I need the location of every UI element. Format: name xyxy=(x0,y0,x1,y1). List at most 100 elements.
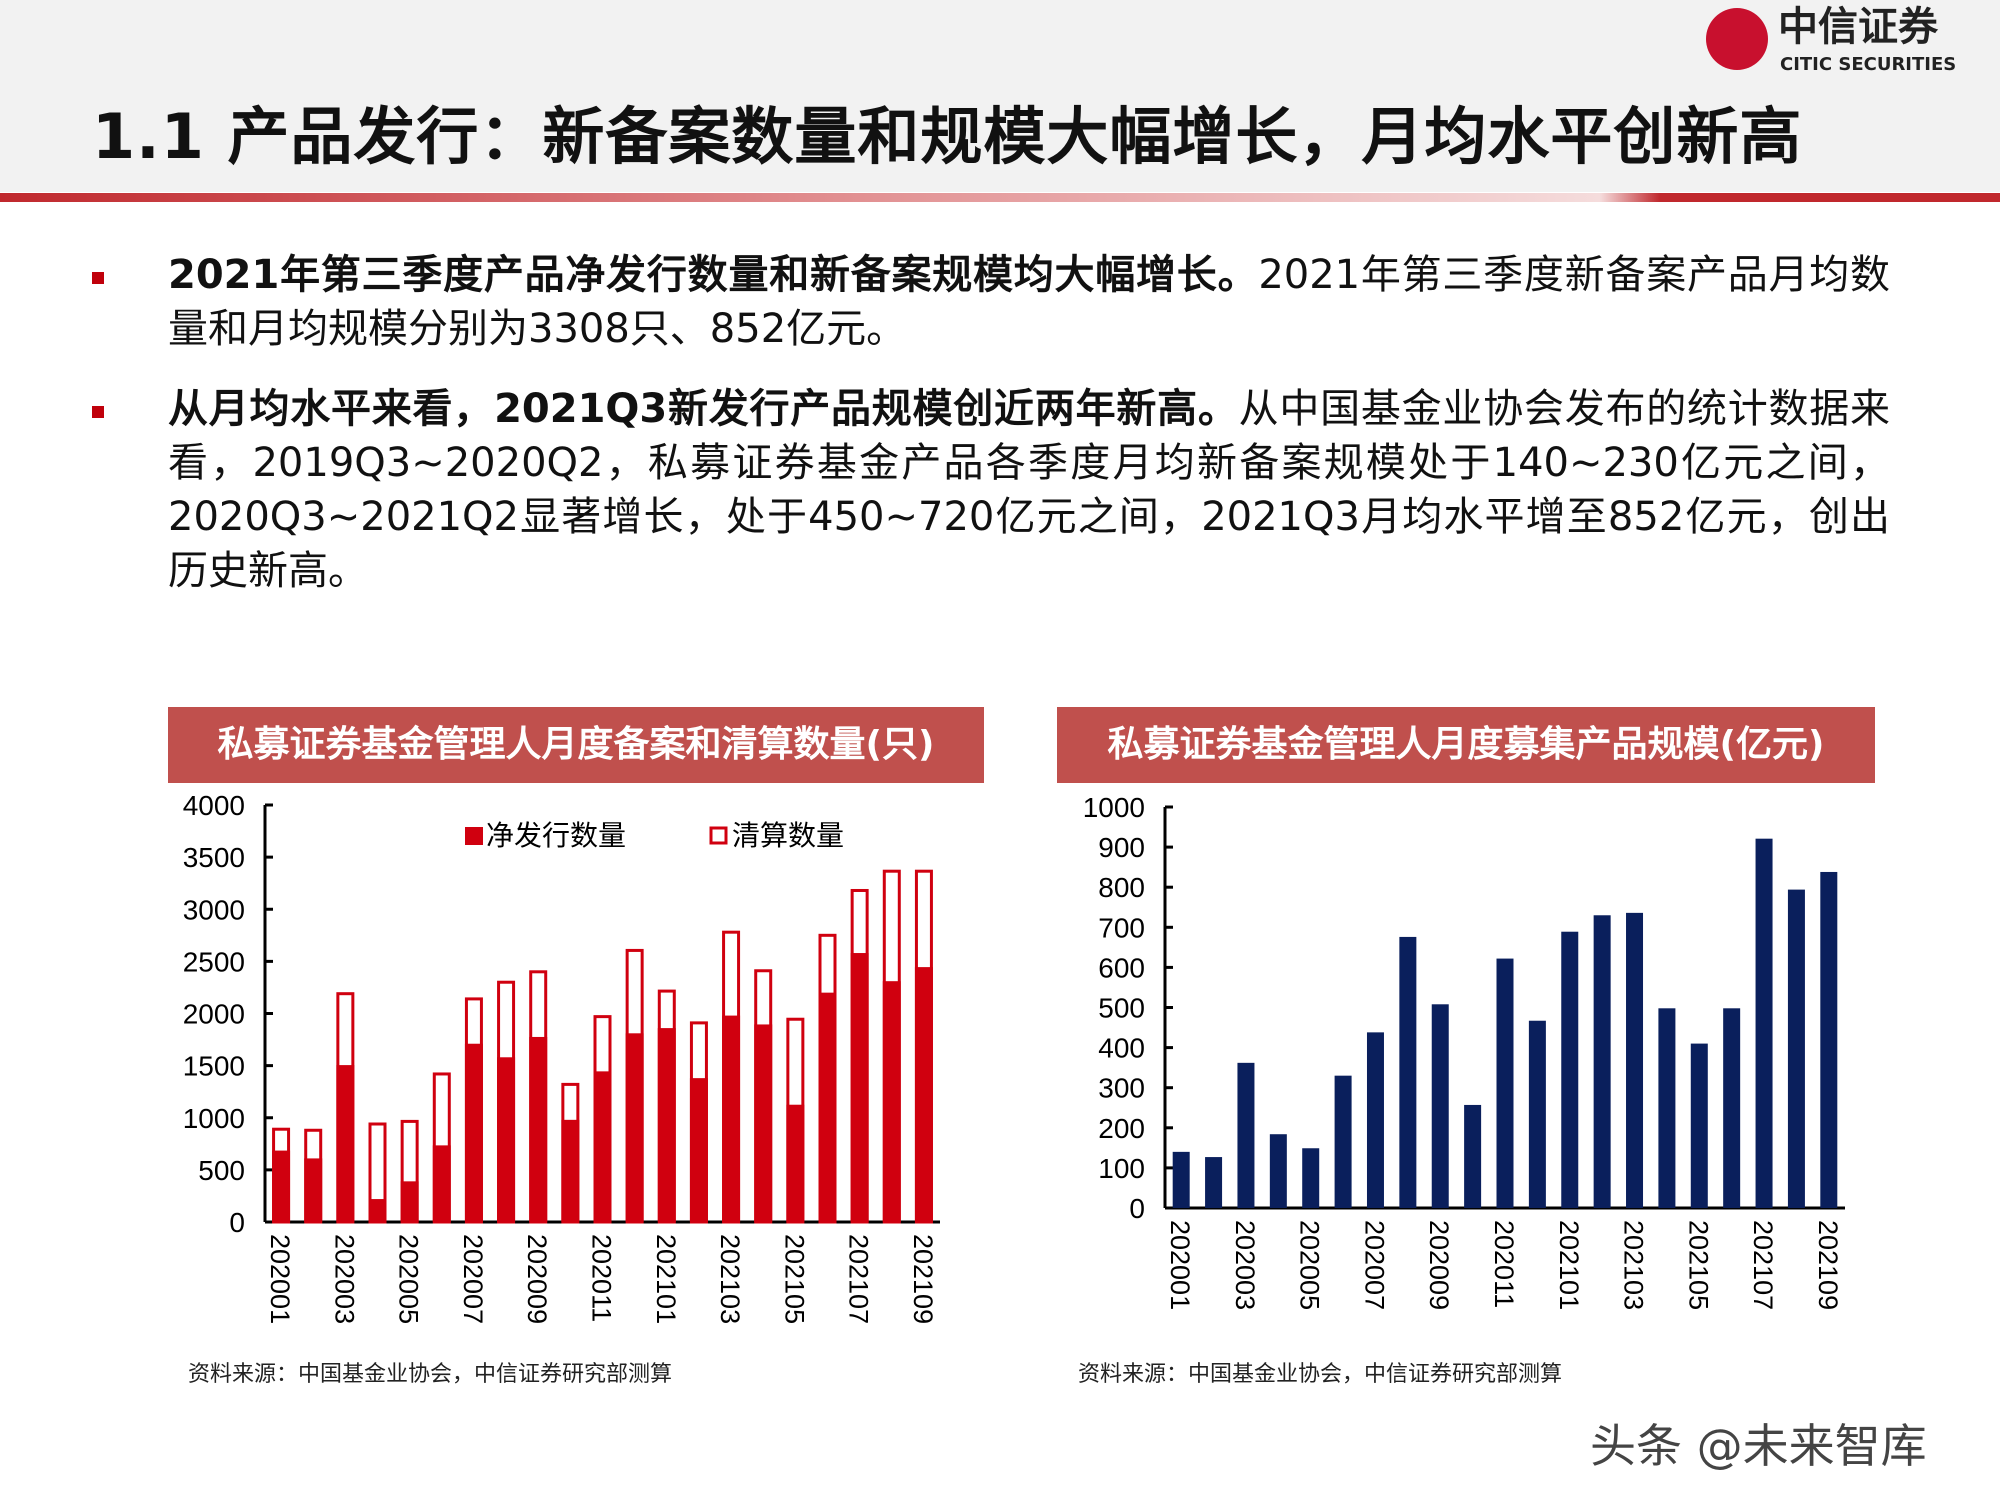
bar-202106 xyxy=(1723,1008,1741,1208)
bar-net-issuance-202109 xyxy=(914,967,933,1222)
y-tick-label: 200 xyxy=(1098,1113,1145,1144)
bar-202105 xyxy=(1690,1043,1708,1208)
bar-202103 xyxy=(1626,912,1644,1208)
bar-202006 xyxy=(1334,1075,1352,1208)
bullet-paragraph-2: 从月均水平来看，2021Q3新发行产品规模创近两年新高。从中国基金业协会发布的统… xyxy=(168,382,1890,598)
legend-net-issuance-label: 净发行数量 xyxy=(486,820,626,851)
x-tick-label: 202101 xyxy=(651,1234,681,1324)
x-tick-label: 202011 xyxy=(1489,1220,1519,1308)
x-tick-label: 202009 xyxy=(1424,1220,1454,1310)
x-tick-label: 202007 xyxy=(1359,1220,1389,1310)
bar-net-issuance-202001 xyxy=(272,1150,291,1222)
x-tick-label: 202105 xyxy=(779,1234,809,1324)
bar-202002 xyxy=(1205,1157,1223,1208)
x-tick-label: 202005 xyxy=(394,1234,424,1324)
logo-text-cn: 中信证券 xyxy=(1778,3,1938,50)
bar-net-issuance-202104 xyxy=(754,1024,773,1222)
bullet-paragraph-1: 2021年第三季度产品净发行数量和新备案规模均大幅增长。2021年第三季度新备案… xyxy=(168,248,1890,356)
bar-202101 xyxy=(1561,931,1579,1208)
bar-net-issuance-202012 xyxy=(625,1033,644,1222)
bar-202102 xyxy=(1593,915,1611,1208)
y-tick-label: 300 xyxy=(1098,1073,1145,1104)
source-note-right: 资料来源：中国基金业协会，中信证券研究部测算 xyxy=(1078,1362,1563,1387)
bar-net-issuance-202010 xyxy=(561,1119,580,1222)
bar-net-issuance-202105 xyxy=(786,1104,805,1222)
bar-net-issuance-202006 xyxy=(432,1145,451,1222)
chart-filings-liquidations: 0 500 1000 1500 2000 2500 3000 3500 4000 202001 20… xyxy=(183,790,940,1324)
y-tick-label: 3500 xyxy=(183,842,245,873)
y-tick-label: 1000 xyxy=(1083,792,1145,823)
bullet-text: 2021年第三季度新备案产品月均数量和月均规模分别为3308只、852亿元。 xyxy=(168,252,1891,352)
bar-net-issuance-202108 xyxy=(882,981,901,1222)
y-tick-label: 600 xyxy=(1098,952,1145,983)
y-tick-label: 900 xyxy=(1098,832,1145,863)
x-tick-label: 202003 xyxy=(329,1234,359,1324)
legend-liquidation-label: 清算数量 xyxy=(732,820,844,851)
bullet-bold: 从月均水平来看，2021Q3新发行产品规模创近两年新高。 xyxy=(168,386,1239,432)
x-tick-label: 202001 xyxy=(1165,1220,1195,1310)
watermark: 头条 @未来智库 xyxy=(1590,1419,1927,1473)
y-tick-label: 500 xyxy=(198,1155,245,1186)
bullet-marker-icon xyxy=(92,272,104,284)
bar-202008 xyxy=(1399,936,1417,1208)
y-tick-label: 2000 xyxy=(183,999,245,1030)
bar-net-issuance-202103 xyxy=(722,1015,741,1222)
bar-net-issuance-202005 xyxy=(400,1181,419,1222)
bar-202005 xyxy=(1302,1148,1320,1208)
bar-202004 xyxy=(1269,1134,1287,1208)
bar-net-issuance-202107 xyxy=(850,953,869,1222)
x-tick-label: 202107 xyxy=(1748,1220,1778,1310)
x-tick-label: 202005 xyxy=(1295,1220,1325,1310)
page-title: 1.1 产品发行：新备案数量和规模大幅增长，月均水平创新高 xyxy=(92,100,1803,173)
y-tick-label: 700 xyxy=(1098,912,1145,943)
chart-title-left: 私募证券基金管理人月度备案和清算数量(只) xyxy=(168,707,984,783)
bar-net-issuance-202106 xyxy=(818,992,837,1222)
bullet-marker-icon xyxy=(92,406,104,418)
x-tick-label: 202103 xyxy=(715,1234,745,1324)
bar-202001 xyxy=(1172,1151,1190,1208)
chart-title-right: 私募证券基金管理人月度募集产品规模(亿元) xyxy=(1057,707,1875,783)
y-tick-label: 500 xyxy=(1098,993,1145,1024)
logo-text-en: CITIC SECURITIES xyxy=(1780,54,1957,75)
y-tick-label: 4000 xyxy=(183,790,245,821)
y-tick-label: 0 xyxy=(229,1207,245,1238)
legend-liquidation-swatch xyxy=(709,826,728,845)
x-tick-label: 202009 xyxy=(522,1234,552,1324)
y-tick-label: 1000 xyxy=(183,1103,245,1134)
y-tick-label: 0 xyxy=(1129,1193,1145,1224)
bullet-text: 从中国基金业协会发布的统计数据来看，2019Q3~2020Q2，私募证券基金产品… xyxy=(168,386,1891,594)
bar-net-issuance-202003 xyxy=(336,1065,355,1222)
header-divider xyxy=(0,193,2000,202)
x-tick-label: 202003 xyxy=(1230,1220,1260,1310)
logo-emblem-icon xyxy=(1706,8,1768,70)
legend-net-issuance-swatch xyxy=(465,827,483,845)
bar-202010 xyxy=(1464,1104,1482,1208)
header-band xyxy=(0,0,2000,192)
x-tick-label: 202001 xyxy=(265,1234,295,1324)
x-tick-label: 202103 xyxy=(1619,1220,1649,1310)
bar-net-issuance-202102 xyxy=(689,1078,708,1222)
bullet-bold: 2021年第三季度产品净发行数量和新备案规模均大幅增长。 xyxy=(168,252,1259,298)
x-tick-label: 202109 xyxy=(908,1234,938,1324)
bar-202003 xyxy=(1237,1062,1255,1208)
bar-202011 xyxy=(1496,958,1514,1208)
x-tick-label: 202109 xyxy=(1813,1220,1843,1310)
y-tick-label: 1500 xyxy=(183,1051,245,1082)
y-tick-label: 400 xyxy=(1098,1033,1145,1064)
x-tick-label: 202101 xyxy=(1554,1220,1584,1310)
bar-net-issuance-202011 xyxy=(593,1071,612,1222)
y-tick-label: 800 xyxy=(1098,872,1145,903)
y-tick-label: 3000 xyxy=(183,894,245,925)
bar-202104 xyxy=(1658,1008,1676,1208)
bar-202109 xyxy=(1820,871,1838,1208)
source-note-left: 资料来源：中国基金业协会，中信证券研究部测算 xyxy=(188,1362,673,1387)
citic-logo: 中信证券 CITIC SECURITIES xyxy=(1700,4,1980,84)
bar-net-issuance-202009 xyxy=(529,1036,548,1222)
bar-202108 xyxy=(1787,889,1805,1208)
x-tick-label: 202107 xyxy=(844,1234,874,1324)
x-tick-label: 202011 xyxy=(587,1234,617,1322)
bar-202012 xyxy=(1528,1020,1546,1208)
x-tick-label: 202007 xyxy=(458,1234,488,1324)
bar-net-issuance-202007 xyxy=(464,1043,483,1222)
bar-net-issuance-202004 xyxy=(368,1199,387,1222)
